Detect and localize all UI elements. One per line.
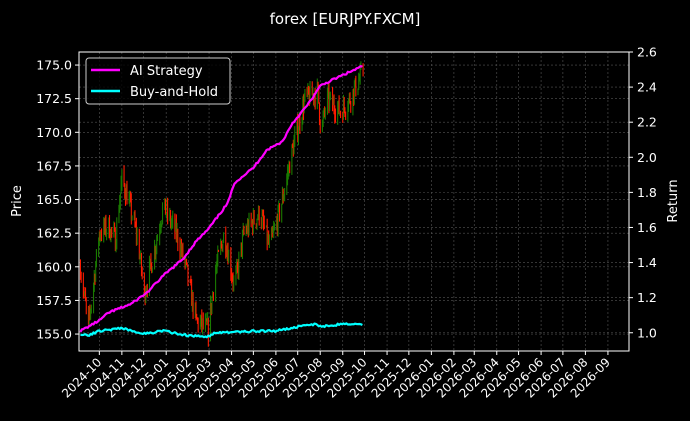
legend-box [85,57,231,105]
legend-label-buy-and-hold: Buy-and-Hold [130,85,218,100]
y-tick-label: 165.0 [36,192,72,207]
y-right-tick-label: 1.4 [637,255,657,270]
y-axis-label: Price [10,185,25,217]
y-tick-label: 170.0 [36,125,72,140]
series-line-ai-strategy [79,64,363,333]
y-right-tick-label: 2.6 [637,45,657,60]
y-right-tick-label: 2.0 [637,150,657,165]
y-right-tick-label: 1.8 [637,185,657,200]
plot-frame [78,51,630,352]
y-right-tick-label: 1.6 [637,220,657,235]
y-right-tick-label: 1.2 [637,290,657,305]
x-axis: 2024-102024-112024-122025-012025-022025-… [59,351,613,401]
y-tick-label: 175.0 [36,58,72,73]
y-tick-label: 162.5 [36,226,72,241]
y-tick-label: 160.0 [36,259,72,274]
chart-title: forex [EURJPY.FXCM] [270,10,421,28]
y-right-tick-label: 2.4 [637,80,657,95]
y-tick-label: 157.5 [36,293,72,308]
y-right-tick-label: 1.0 [637,325,657,340]
y-axis-left: 155.0 157.5 160.0 162.5 165.0 167.5 170.0 172.5… [36,58,79,342]
series-line-buy-and-hold [80,322,363,339]
y-axis-right: 1.0 1.2 1.4 1.6 1.8 2.0 2.2 2.4 2.6 [629,45,657,340]
y-tick-label: 172.5 [36,91,72,106]
legend: AI Strategy Buy-and-Hold [85,57,231,105]
return-lines [79,64,363,339]
y-axis-right-label: Return [666,179,681,222]
y-tick-label: 167.5 [36,158,72,173]
legend-label-ai-strategy: AI Strategy [130,64,203,79]
y-right-tick-label: 2.2 [637,115,657,130]
y-tick-label: 155.0 [36,327,72,342]
